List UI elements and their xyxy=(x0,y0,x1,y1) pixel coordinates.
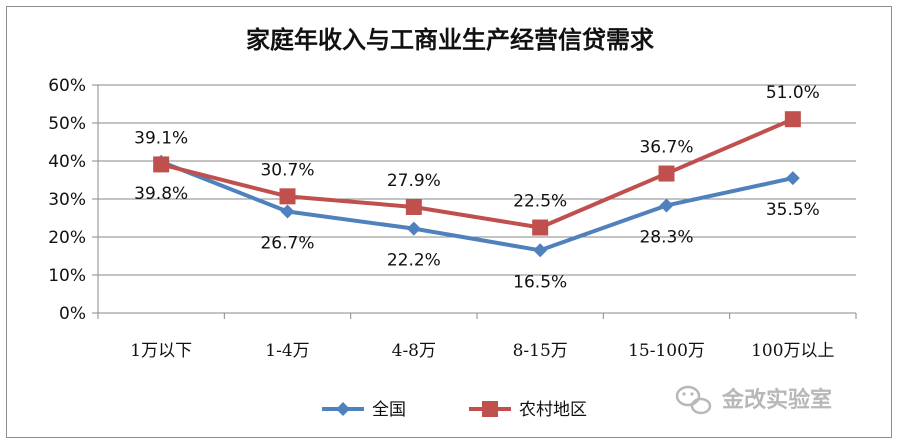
series-1-point xyxy=(406,221,421,236)
series-1-point xyxy=(280,204,295,219)
x-tick-label: 1万以下 xyxy=(130,341,192,361)
series xyxy=(153,111,801,258)
y-tick-label: 0% xyxy=(59,304,86,324)
legend-label-1: 全国 xyxy=(372,400,406,420)
grid xyxy=(98,84,856,276)
data-label: 22.5% xyxy=(513,192,567,212)
watermark-text: 金改实验室 xyxy=(721,387,832,413)
series-2-point xyxy=(532,219,549,236)
data-label: 39.8% xyxy=(134,184,188,204)
data-labels: 39.8% 26.7% 22.2% 16.5% 28.3% 35.5% 39.1% 30.7%… xyxy=(134,83,820,292)
series-line-1 xyxy=(160,159,794,253)
legend-marker-1 xyxy=(336,402,350,416)
y-tick-label: 40% xyxy=(48,152,86,172)
wechat-icon xyxy=(675,385,712,415)
y-tick-label: 10% xyxy=(48,266,86,286)
x-tick-label: 4-8万 xyxy=(392,341,436,361)
chart-frame xyxy=(6,6,892,438)
legend: 全国 农村地区 xyxy=(322,400,587,420)
watermark: 金改实验室 xyxy=(675,385,832,415)
data-label: 26.7% xyxy=(260,234,314,254)
x-tick-label: 15-100万 xyxy=(628,341,705,361)
data-label: 30.7% xyxy=(260,160,314,180)
data-label: 22.2% xyxy=(387,251,441,271)
x-tick-label: 100万以上 xyxy=(751,341,834,361)
series-2-point xyxy=(153,156,170,173)
legend-marker-2 xyxy=(482,401,498,417)
y-tick-label: 20% xyxy=(48,228,86,248)
series-line-2 xyxy=(160,117,794,230)
y-tick-label: 30% xyxy=(48,190,86,210)
chart-title: 家庭年收入与工商业生产经营信贷需求 xyxy=(246,25,654,54)
data-label: 16.5% xyxy=(513,272,567,292)
axes: 0% 10% 20% 30% 40% 50% 60% 1万以下 1-4万 4-8万 8-15万 15-… xyxy=(48,76,857,361)
series-1-point xyxy=(785,171,800,186)
legend-label-2: 农村地区 xyxy=(519,400,587,420)
data-label: 28.3% xyxy=(639,227,693,247)
series-1-point xyxy=(659,198,674,213)
x-tick-label: 8-15万 xyxy=(513,341,568,361)
data-label: 35.5% xyxy=(766,200,820,220)
series-1-point xyxy=(533,243,548,258)
data-label: 36.7% xyxy=(639,138,693,158)
x-tick-label: 1-4万 xyxy=(265,341,309,361)
series-2-point xyxy=(279,188,296,205)
data-label: 51.0% xyxy=(766,83,820,103)
y-tick-label: 50% xyxy=(48,114,86,134)
series-2-point xyxy=(405,198,422,215)
data-label: 27.9% xyxy=(387,171,441,191)
data-label: 39.1% xyxy=(134,128,188,148)
y-tick-label: 60% xyxy=(48,76,86,96)
series-2-point xyxy=(784,111,801,128)
series-2-point xyxy=(658,165,675,182)
